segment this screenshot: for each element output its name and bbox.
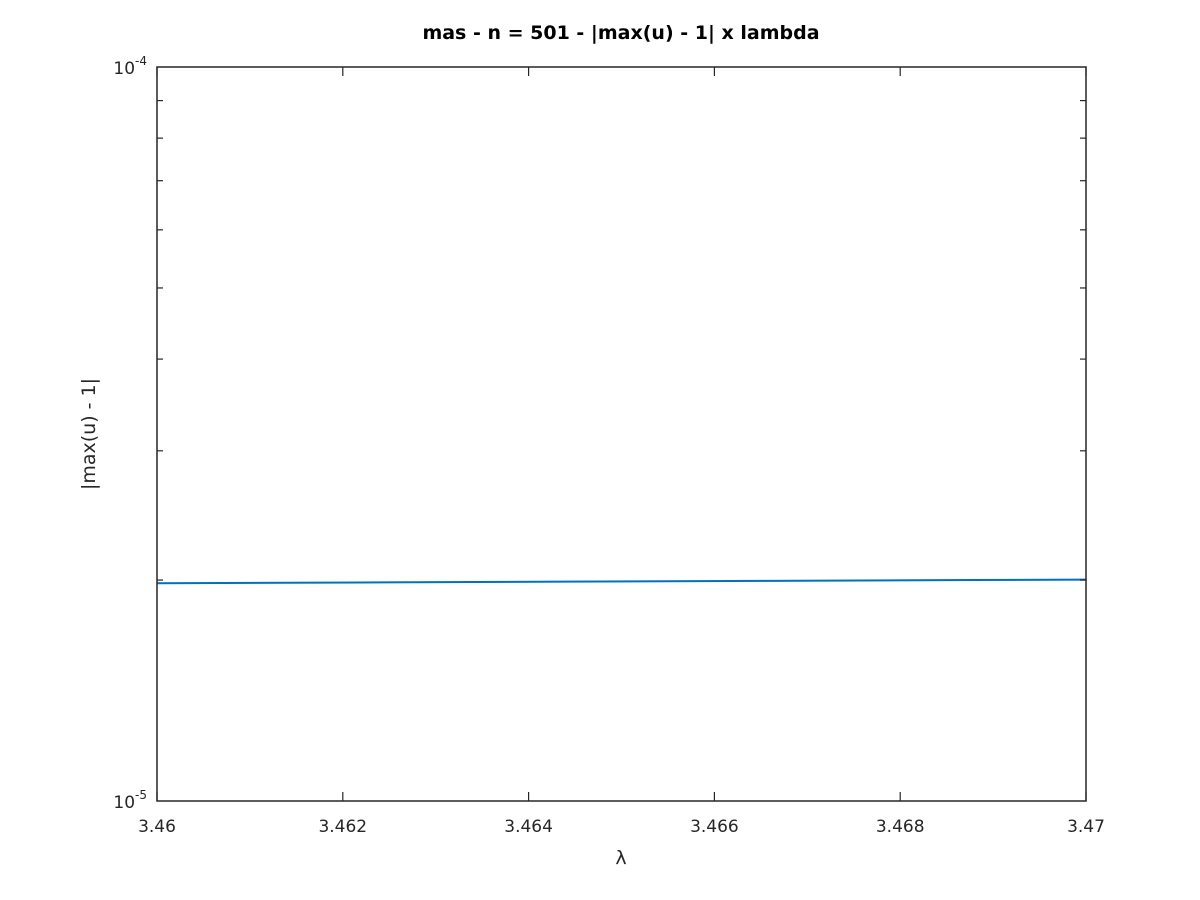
y-tick-base: 10	[113, 793, 135, 813]
x-tick-label: 3.466	[690, 817, 739, 837]
y-tick-label: 10-5	[113, 788, 147, 813]
x-axis-label: λ	[615, 847, 626, 869]
series-line-0	[156, 578, 1087, 585]
y-tick-exponent: -5	[135, 788, 147, 802]
x-tick-label: 3.47	[1067, 817, 1105, 837]
x-tick-label: 3.468	[876, 817, 925, 837]
x-tick-label: 3.46	[138, 817, 176, 837]
y-axis-label: |max(u) - 1|	[78, 378, 100, 490]
axes-box	[156, 66, 1087, 802]
x-tick-label: 3.464	[504, 817, 553, 837]
y-tick-exponent: -4	[135, 54, 147, 68]
x-tick-label: 3.462	[318, 817, 367, 837]
plot-area	[157, 67, 1086, 801]
chart-title: mas - n = 501 - |max(u) - 1| x lambda	[422, 22, 819, 44]
y-tick-label: 10-4	[113, 54, 147, 79]
series-layer	[156, 578, 1087, 585]
y-tick-base: 10	[113, 59, 135, 79]
